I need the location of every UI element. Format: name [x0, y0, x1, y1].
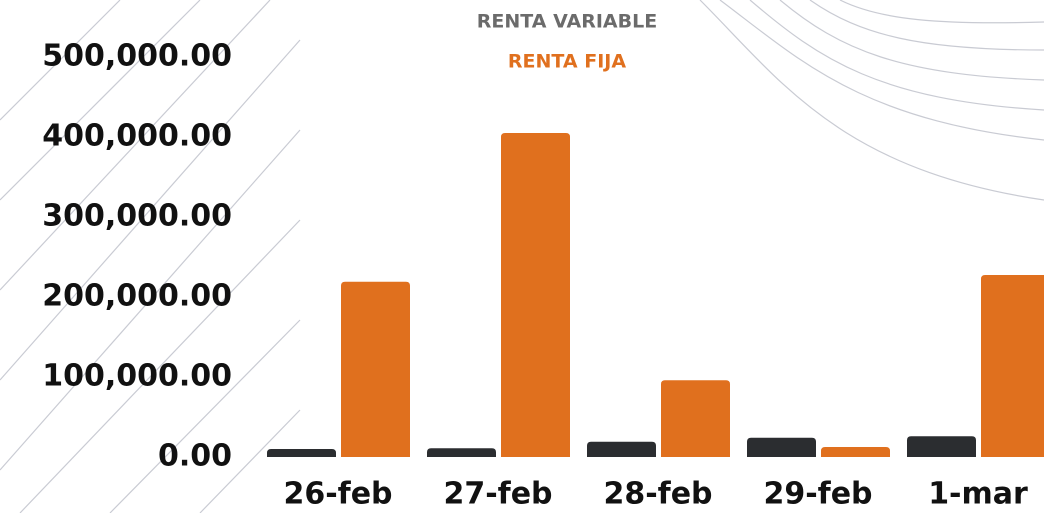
x-tick-label: 28-feb: [603, 477, 712, 512]
legend-label: RENTA FIJA: [508, 51, 626, 73]
y-tick-label: 300,000.00: [42, 199, 232, 234]
x-tick-label: 1-mar: [928, 477, 1028, 512]
bar: [661, 380, 730, 457]
y-tick-label: 500,000.00: [42, 39, 232, 74]
bar: [267, 449, 336, 457]
legend-label: RENTA VARIABLE: [477, 11, 657, 33]
bar: [341, 281, 410, 457]
x-tick-label: 27-feb: [443, 477, 552, 512]
x-tick-label: 26-feb: [283, 477, 392, 512]
legend: RENTA VARIABLE RENTA FIJA: [477, 11, 657, 73]
bar: [981, 275, 1044, 457]
bar: [907, 436, 976, 457]
plot: 0.00 100,000.00 200,000.00 300,000.00 400,00…: [42, 39, 1044, 512]
bar: [501, 133, 570, 457]
bar: [821, 447, 890, 457]
y-tick-label: 200,000.00: [42, 279, 232, 314]
bar: [747, 437, 816, 457]
bar: [587, 441, 656, 457]
y-tick-label: 400,000.00: [42, 119, 232, 154]
y-tick-label: 0.00: [158, 439, 232, 474]
bar: [427, 448, 496, 457]
y-tick-label: 100,000.00: [42, 359, 232, 394]
x-tick-label: 29-feb: [763, 477, 872, 512]
